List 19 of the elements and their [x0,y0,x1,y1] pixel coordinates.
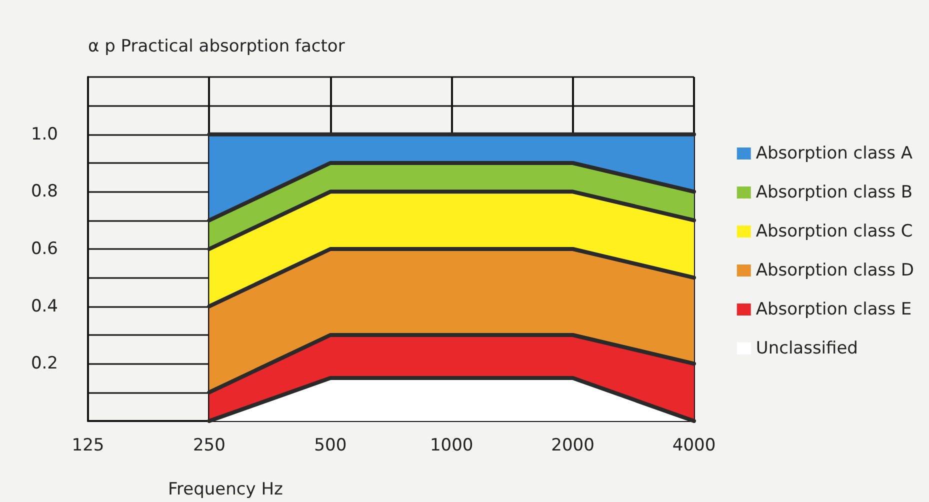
x-axis-title: Frequency Hz [168,480,284,500]
y-tick-label: 0.4 [30,296,58,316]
x-tick-label: 500 [314,436,347,456]
y-tick-label: 0.2 [30,354,58,374]
y-tick-label: 0.6 [30,239,58,259]
y-tick-label: 0.8 [30,182,58,202]
x-tick-label: 125 [72,436,104,456]
legend-label: Unclassified [756,338,858,358]
y-axis-title: α p Practical absorption factor [88,36,345,56]
legend-label: Absorption class B [756,182,913,202]
legend-label: Absorption class C [756,222,913,242]
legend-label: Absorption class E [756,300,912,320]
x-tick-label: 250 [192,436,226,456]
x-tick-label: 4000 [672,436,716,456]
y-tick-label: 1.0 [30,124,58,144]
x-tick-label: 1000 [430,436,474,456]
legend-label: Absorption class A [756,144,913,164]
legend-label: Absorption class D [756,260,914,280]
x-tick-label: 2000 [551,436,594,456]
